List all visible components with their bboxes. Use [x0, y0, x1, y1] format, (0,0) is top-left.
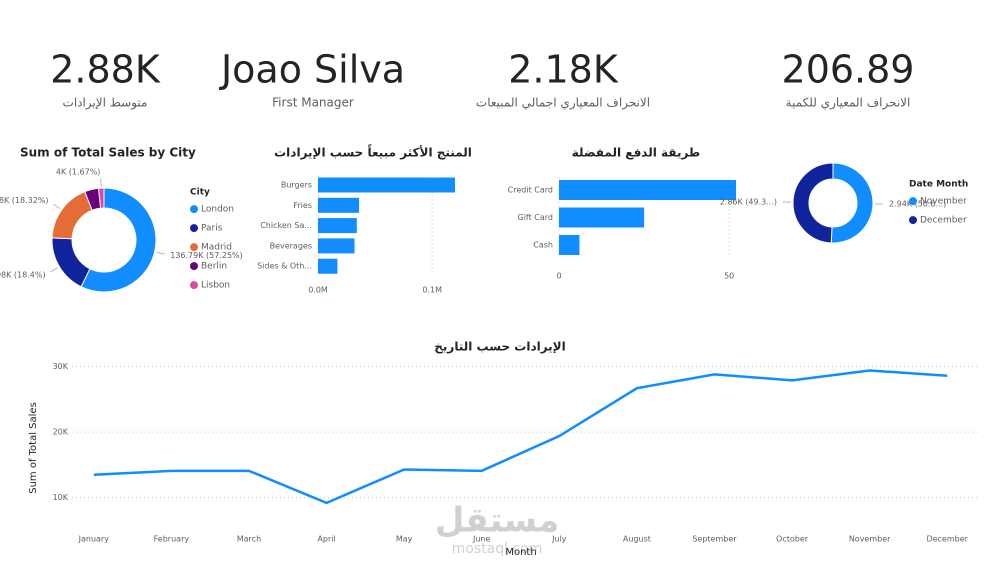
y-tick-label: Credit Card — [508, 186, 553, 195]
y-tick-label: Sides & Oth... — [257, 262, 312, 271]
legend-marker — [190, 262, 198, 271]
legend-marker — [909, 197, 917, 206]
x-tick-label: 0.0M — [308, 286, 328, 295]
x-axis-label: Month — [505, 547, 536, 558]
x-tick-label: August — [623, 535, 651, 544]
donut-slice — [97, 187, 105, 209]
kpi-label: First Manager — [272, 96, 354, 110]
data-label: 136.79K (57.25%) — [170, 251, 243, 260]
data-label: 2.94K (50.6...) — [889, 200, 946, 209]
kpi-value: 2.18K — [508, 48, 619, 92]
donut-slice — [792, 162, 834, 244]
chart-title: المنتج الأكثر مبيعاً حسب الإيرادات — [274, 144, 472, 160]
watermark: مستقل — [435, 501, 559, 541]
bar — [318, 177, 455, 193]
x-tick-label: April — [317, 535, 335, 544]
x-tick-label: September — [692, 535, 737, 544]
donut-slice — [830, 162, 874, 244]
x-tick-label: February — [154, 535, 190, 544]
legend-label: Berlin — [201, 262, 227, 272]
kpi-value: Joao Silva — [219, 48, 405, 92]
legend-label: Madrid — [201, 243, 232, 253]
x-tick-label: June — [472, 535, 491, 544]
data-label: 43.98K (18.4%) — [0, 270, 46, 279]
legend-title: City — [190, 188, 210, 198]
legend-label: Paris — [201, 224, 223, 234]
y-tick-label: Cash — [533, 241, 553, 250]
bar — [318, 197, 360, 213]
data-label: 4K (1.67%) — [56, 168, 101, 177]
bar — [559, 235, 580, 255]
y-tick-label: Gift Card — [518, 213, 554, 222]
y-tick-label: 20K — [53, 428, 69, 437]
y-tick-label: Fries — [293, 201, 312, 210]
y-tick-label: Beverages — [270, 241, 312, 250]
x-tick-label: May — [396, 535, 413, 544]
leader-line — [50, 267, 58, 273]
bar — [318, 238, 355, 254]
legend-label: November — [920, 197, 967, 207]
legend-marker — [909, 216, 917, 225]
leader-line — [156, 251, 165, 255]
kpi-value: 2.88K — [50, 48, 161, 92]
x-tick-label: October — [776, 535, 809, 544]
y-tick-label: 30K — [53, 362, 69, 371]
legend-label: Lisbon — [201, 281, 230, 291]
y-tick-label: Chicken Sa... — [260, 221, 312, 230]
line-series — [93, 369, 948, 505]
kpi-label: متوسط الإيرادات — [63, 96, 148, 111]
x-tick-label: 0.1M — [422, 286, 442, 295]
data-label: 43.78K (18.32%) — [0, 196, 49, 205]
legend-title: Date Month — [909, 180, 968, 190]
legend-marker — [190, 205, 198, 214]
x-tick-label: December — [926, 535, 968, 544]
x-tick-label: July — [551, 535, 567, 544]
x-tick-label: March — [237, 535, 261, 544]
chart-title: Sum of Total Sales by City — [20, 146, 196, 160]
bar — [318, 218, 357, 234]
kpi-label: الانحراف المعياري اجمالي المبيعات — [476, 96, 650, 111]
y-tick-label: 10K — [53, 493, 69, 502]
leader-line — [53, 203, 61, 210]
bar — [559, 180, 736, 200]
donut-slice — [80, 187, 157, 293]
x-tick-label: 50 — [724, 272, 734, 281]
legend-marker — [190, 281, 198, 290]
legend-marker — [190, 243, 198, 252]
watermark: mostaql.com — [452, 541, 543, 557]
bar — [318, 258, 338, 274]
x-tick-label: November — [849, 535, 891, 544]
bar — [559, 207, 645, 228]
x-tick-label: 0 — [556, 272, 561, 281]
x-tick-label: January — [78, 535, 110, 544]
chart-title: الإيرادات حسب التاريخ — [434, 340, 565, 354]
data-label: 2.86K (49.3...) — [720, 197, 777, 206]
kpi-value: 206.89 — [782, 48, 915, 92]
kpi-label: الانحراف المعياري للكمية — [786, 96, 911, 111]
legend-label: December — [920, 216, 967, 226]
y-tick-label: Burgers — [281, 181, 312, 190]
legend-label: London — [201, 205, 234, 215]
y-axis-label: Sum of Total Sales — [28, 402, 39, 494]
legend-marker — [190, 224, 198, 233]
chart-title: طريقة الدفع المفضلة — [572, 146, 700, 160]
